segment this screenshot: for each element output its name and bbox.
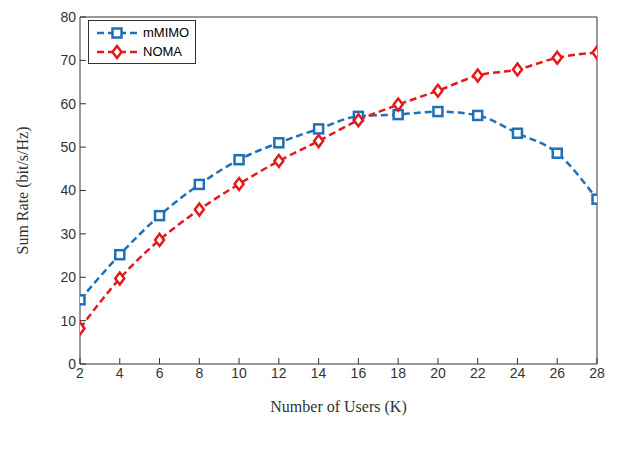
svg-text:20: 20 bbox=[430, 365, 446, 381]
svg-text:24: 24 bbox=[510, 365, 526, 381]
svg-text:18: 18 bbox=[390, 365, 406, 381]
svg-text:80: 80 bbox=[60, 9, 76, 25]
svg-text:4: 4 bbox=[116, 365, 124, 381]
svg-text:8: 8 bbox=[195, 365, 203, 381]
svg-text:28: 28 bbox=[589, 365, 605, 381]
svg-text:50: 50 bbox=[60, 139, 76, 155]
svg-text:14: 14 bbox=[311, 365, 327, 381]
svg-text:26: 26 bbox=[549, 365, 565, 381]
html-text:NOMA: NOMA bbox=[143, 44, 182, 59]
svg-text:10: 10 bbox=[60, 313, 76, 329]
svg-text:30: 30 bbox=[60, 226, 76, 242]
svg-text:22: 22 bbox=[470, 365, 486, 381]
svg-text:70: 70 bbox=[60, 52, 76, 68]
svg-text:60: 60 bbox=[60, 96, 76, 112]
html-text:mMIMO: mMIMO bbox=[143, 25, 190, 40]
svg-text:Number of Users (K): Number of Users (K) bbox=[270, 398, 406, 416]
svg-text:16: 16 bbox=[351, 365, 367, 381]
svg-text:Sum Rate (bit/s/Hz): Sum Rate (bit/s/Hz) bbox=[14, 127, 32, 255]
svg-text:6: 6 bbox=[156, 365, 164, 381]
svg-text:12: 12 bbox=[271, 365, 287, 381]
svg-text:20: 20 bbox=[60, 269, 76, 285]
svg-text:2: 2 bbox=[76, 365, 84, 381]
svg-text:40: 40 bbox=[60, 182, 76, 198]
svg-text:10: 10 bbox=[231, 365, 247, 381]
svg-text:0: 0 bbox=[68, 356, 76, 372]
